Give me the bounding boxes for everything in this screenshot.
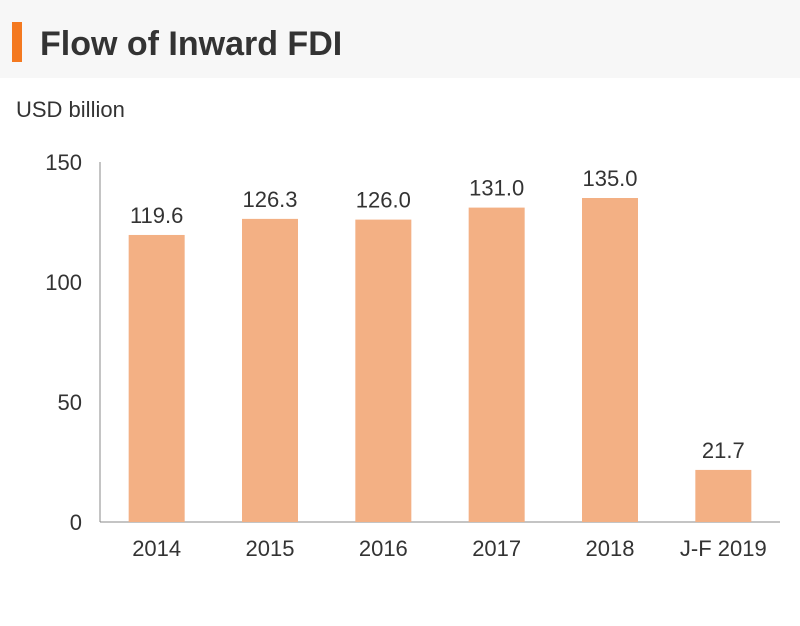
x-tick-label: 2017 (472, 536, 521, 561)
x-tick-label: J-F 2019 (680, 536, 767, 561)
data-label: 126.0 (356, 188, 411, 213)
chart-title: Flow of Inward FDI (40, 25, 343, 63)
bar-2014 (128, 234, 185, 522)
x-tick-label: 2014 (132, 536, 181, 561)
x-tick-label: 2015 (246, 536, 295, 561)
bar-2015 (242, 218, 298, 522)
bar-2016 (355, 219, 412, 522)
y-tick-label: 100 (45, 270, 82, 295)
data-label: 119.6 (130, 203, 183, 228)
title-accent-bar (12, 22, 22, 62)
title-band (0, 0, 800, 78)
y-tick-label: 150 (45, 150, 82, 175)
bar-j-f-2019 (695, 469, 752, 522)
y-axis-unit-label: USD billion (16, 97, 125, 122)
data-label: 135.0 (582, 166, 637, 191)
bar-2017 (468, 207, 525, 522)
data-label: 126.3 (242, 187, 297, 212)
data-label: 131.0 (469, 176, 524, 201)
x-tick-label: 2018 (586, 536, 635, 561)
y-tick-label: 50 (58, 390, 82, 415)
y-tick-label: 0 (70, 510, 82, 535)
data-label: 21.7 (702, 438, 745, 463)
x-tick-label: 2016 (359, 536, 408, 561)
bar-2018 (582, 198, 638, 522)
